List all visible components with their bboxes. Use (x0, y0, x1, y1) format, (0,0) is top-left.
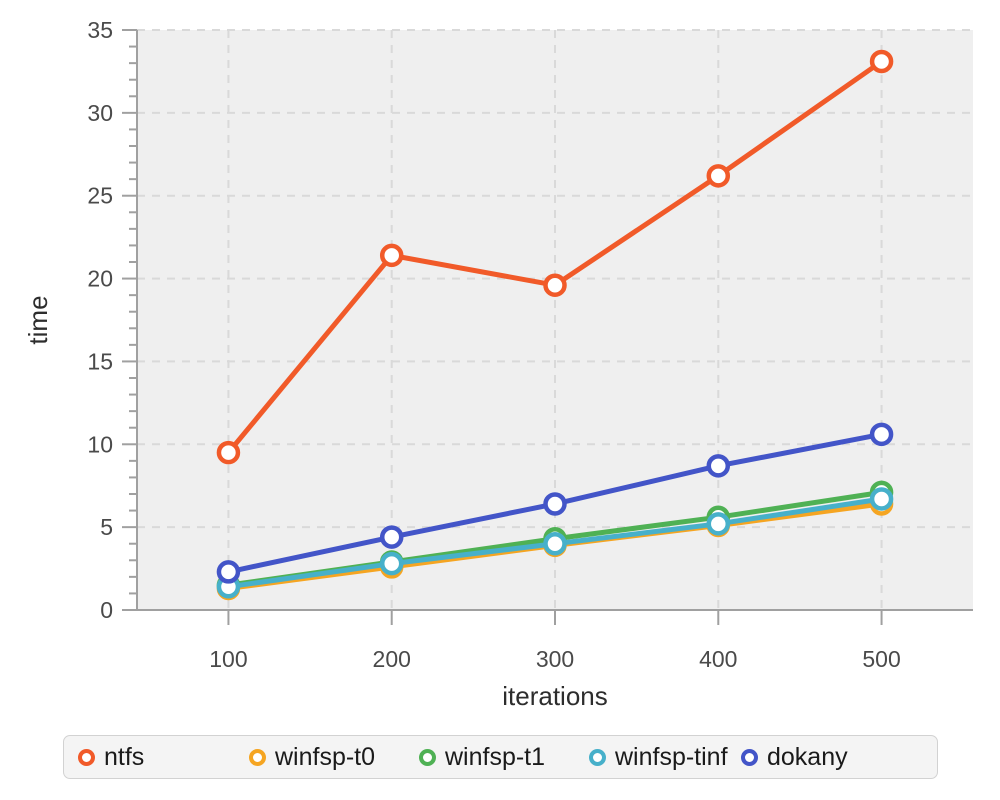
legend: ntfs winfsp-t0 winfsp-t1 winfsp-tinf dok… (63, 735, 938, 779)
marker-ntfs-200 (379, 243, 404, 268)
legend-marker-winfsp-t0-icon (249, 748, 266, 766)
legend-label-winfsp-t1: winfsp-t1 (445, 742, 546, 771)
legend-item-winfsp-t0[interactable]: winfsp-t0 (249, 742, 419, 771)
y-tick-label-25: 25 (87, 183, 113, 209)
marker-ntfs-500 (869, 49, 894, 74)
marker-dokany-400 (706, 454, 731, 478)
legend-marker-ntfs-icon (78, 748, 95, 766)
legend-item-dokany[interactable]: dokany (741, 742, 848, 771)
x-axis-title: iterations (502, 681, 608, 711)
legend-label-dokany: dokany (767, 742, 848, 771)
marker-ntfs-100 (216, 440, 241, 465)
legend-item-ntfs[interactable]: ntfs (78, 742, 249, 771)
legend-label-winfsp-t0: winfsp-t0 (275, 742, 376, 771)
legend-item-winfsp-t1[interactable]: winfsp-t1 (419, 742, 589, 771)
x-tick-label-300: 300 (536, 646, 574, 672)
y-tick-label-30: 30 (87, 100, 113, 126)
y-tick-label-35: 35 (87, 17, 113, 43)
y-tick-label-20: 20 (87, 266, 113, 292)
legend-marker-winfsp-t1-icon (419, 748, 436, 766)
legend-marker-dokany-icon (741, 748, 758, 766)
marker-dokany-100 (216, 560, 241, 584)
line-chart: 0 5 10 15 20 25 30 35 100 200 300 400 500 time itera… (23, 17, 973, 711)
legend-label-ntfs: ntfs (104, 742, 145, 771)
legend-item-winfsp-tinf[interactable]: winfsp-tinf (589, 742, 741, 771)
x-tick-label-400: 400 (699, 646, 737, 672)
x-tick-label-200: 200 (373, 646, 411, 672)
y-tick-label-15: 15 (87, 348, 113, 374)
marker-winfsp-tinf-500 (869, 487, 894, 511)
legend-marker-winfsp-tinf-icon (589, 748, 606, 766)
y-axis-title: time (23, 295, 53, 344)
marker-ntfs-300 (543, 273, 567, 297)
marker-winfsp-tinf-300 (543, 531, 567, 556)
legend-label-winfsp-tinf: winfsp-tinf (615, 742, 728, 771)
marker-dokany-300 (543, 492, 567, 516)
axes (136, 30, 973, 611)
marker-winfsp-tinf-400 (706, 512, 731, 536)
marker-dokany-200 (379, 525, 404, 549)
x-tick-label-500: 500 (862, 646, 900, 672)
y-tick-label-10: 10 (87, 431, 113, 457)
marker-dokany-500 (869, 422, 894, 447)
y-tick-label-0: 0 (100, 597, 113, 623)
marker-winfsp-tinf-200 (379, 551, 404, 576)
y-tick-label-5: 5 (100, 514, 113, 540)
x-tick-label-100: 100 (209, 646, 247, 672)
marker-ntfs-400 (706, 164, 731, 188)
